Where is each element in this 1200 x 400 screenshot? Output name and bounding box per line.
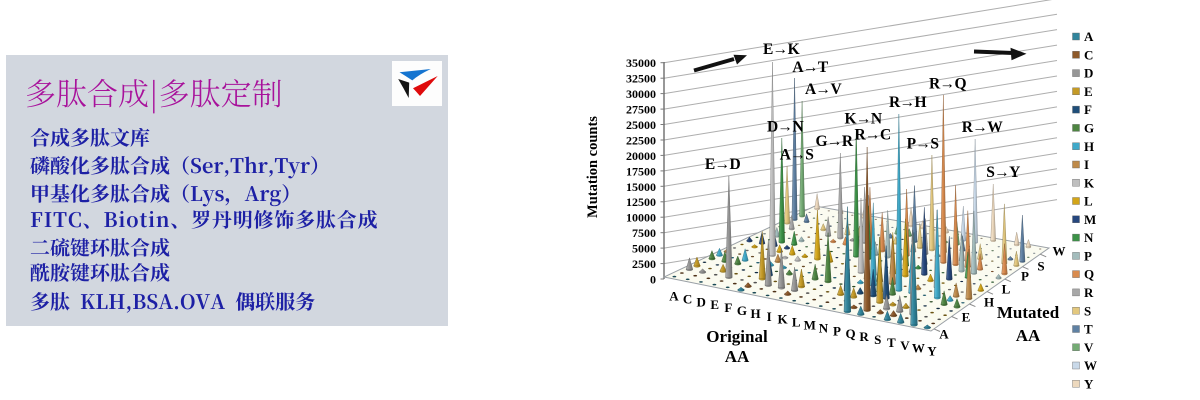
svg-text:N: N <box>1084 230 1094 245</box>
svg-text:K→N: K→N <box>845 111 882 128</box>
svg-text:I: I <box>767 309 772 324</box>
svg-text:25000: 25000 <box>626 118 656 132</box>
svg-text:AA: AA <box>725 347 750 366</box>
svg-text:A: A <box>1084 29 1094 44</box>
svg-text:G: G <box>1084 121 1094 136</box>
svg-text:Mutation counts: Mutation counts <box>585 116 601 218</box>
svg-text:E: E <box>1084 84 1093 99</box>
svg-text:A: A <box>669 289 679 304</box>
svg-text:F: F <box>724 300 732 315</box>
svg-text:Q: Q <box>845 326 855 341</box>
svg-text:P→S: P→S <box>907 136 939 153</box>
svg-text:R: R <box>859 329 869 344</box>
svg-text:R→W: R→W <box>962 119 1003 136</box>
svg-text:S: S <box>874 332 881 347</box>
svg-text:Y: Y <box>927 344 937 359</box>
svg-text:W: W <box>1053 244 1066 259</box>
svg-text:2500: 2500 <box>632 257 656 271</box>
svg-text:K: K <box>1084 175 1095 190</box>
svg-text:I: I <box>1084 157 1089 172</box>
svg-text:W: W <box>912 341 925 356</box>
svg-text:Y: Y <box>1084 376 1094 391</box>
svg-text:AA: AA <box>1016 326 1041 345</box>
svg-text:Original: Original <box>706 327 768 346</box>
svg-text:Q: Q <box>1084 267 1094 282</box>
svg-text:G→R: G→R <box>816 133 854 150</box>
svg-text:W: W <box>1084 358 1097 373</box>
svg-text:H: H <box>1084 139 1094 154</box>
svg-text:P: P <box>833 323 841 338</box>
svg-text:P: P <box>1084 249 1092 264</box>
svg-text:A→T: A→T <box>792 59 828 76</box>
svg-text:S: S <box>1037 259 1044 274</box>
svg-text:A→V: A→V <box>805 81 842 98</box>
svg-text:12500: 12500 <box>626 195 656 209</box>
svg-text:E: E <box>710 297 719 312</box>
svg-text:22500: 22500 <box>626 134 656 148</box>
svg-text:D: D <box>1084 66 1093 81</box>
svg-text:G: G <box>737 303 747 318</box>
svg-text:E→D: E→D <box>705 156 741 173</box>
svg-text:R→Q: R→Q <box>929 76 966 93</box>
svg-text:D: D <box>697 294 706 309</box>
svg-text:R→C: R→C <box>854 127 890 144</box>
svg-text:N: N <box>819 320 829 335</box>
svg-text:R: R <box>1084 285 1094 300</box>
svg-text:S: S <box>1084 303 1091 318</box>
svg-text:A→S: A→S <box>780 147 814 164</box>
svg-text:5000: 5000 <box>632 242 656 256</box>
svg-text:V: V <box>1084 340 1094 355</box>
svg-text:10000: 10000 <box>626 211 656 225</box>
svg-text:P: P <box>1021 269 1029 284</box>
svg-text:V: V <box>900 338 910 353</box>
svg-text:35000: 35000 <box>626 56 656 70</box>
svg-text:F: F <box>1084 102 1092 117</box>
svg-text:S→Y: S→Y <box>986 164 1020 181</box>
svg-text:M: M <box>1084 212 1096 227</box>
svg-text:17500: 17500 <box>626 164 656 178</box>
svg-text:M: M <box>804 318 816 333</box>
svg-text:T: T <box>1084 322 1093 337</box>
svg-text:Mutated: Mutated <box>997 303 1060 322</box>
svg-text:D→N: D→N <box>767 119 803 136</box>
svg-text:A: A <box>939 327 949 342</box>
svg-text:L: L <box>1084 194 1093 209</box>
svg-text:C: C <box>683 291 692 306</box>
svg-text:H: H <box>984 295 994 310</box>
svg-text:7500: 7500 <box>632 226 656 240</box>
svg-text:0: 0 <box>650 273 656 287</box>
svg-text:E→K: E→K <box>763 41 800 58</box>
svg-text:32500: 32500 <box>626 72 656 86</box>
svg-text:30000: 30000 <box>626 87 656 101</box>
svg-text:K: K <box>778 312 789 327</box>
svg-text:T: T <box>887 335 896 350</box>
svg-text:R→H: R→H <box>889 94 926 111</box>
svg-text:L: L <box>792 315 801 330</box>
svg-text:H: H <box>750 306 760 321</box>
svg-text:27500: 27500 <box>626 103 656 117</box>
svg-text:L: L <box>1002 282 1011 297</box>
svg-text:C: C <box>1084 47 1093 62</box>
svg-text:15000: 15000 <box>626 180 656 194</box>
svg-text:E: E <box>962 310 971 325</box>
svg-text:20000: 20000 <box>626 149 656 163</box>
